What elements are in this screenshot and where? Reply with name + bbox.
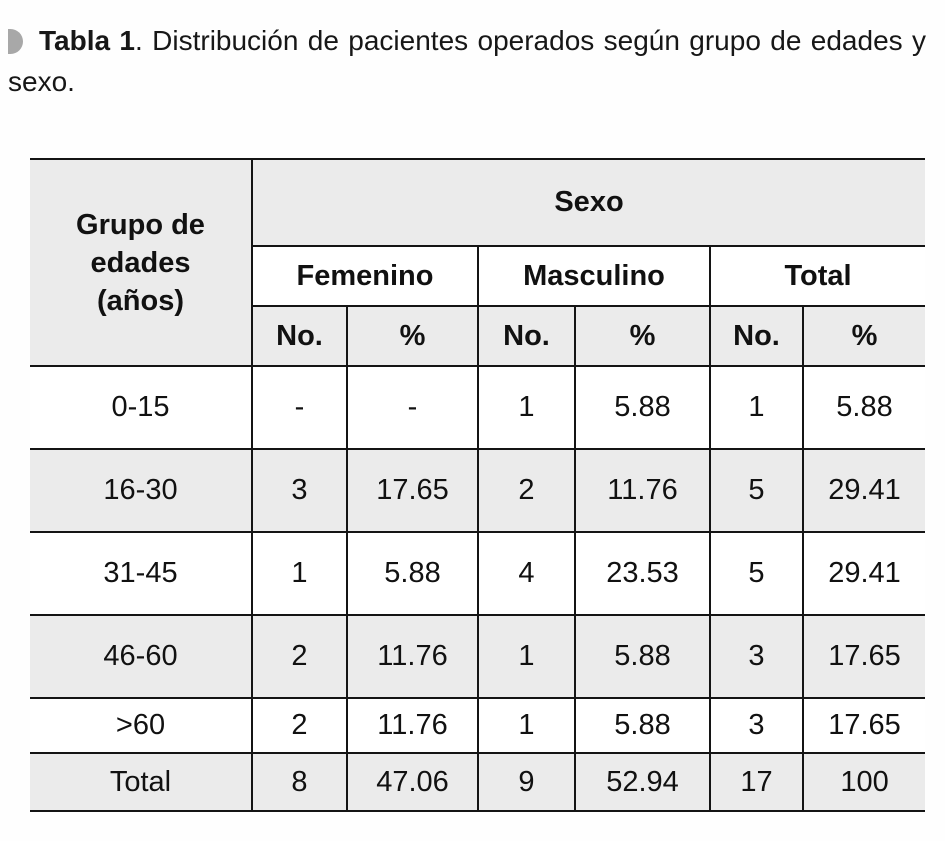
cell-total-no: 1 bbox=[709, 365, 804, 450]
cell-total-pct: 17.65 bbox=[801, 697, 926, 754]
table-row-gt60: >60 2 11.76 1 5.88 3 17.65 bbox=[30, 697, 926, 754]
cell-masc-no: 1 bbox=[477, 697, 576, 754]
cell-masc-no: 1 bbox=[477, 614, 576, 699]
cell-fem-no: 2 bbox=[251, 614, 348, 699]
cell-fem-pct: 5.88 bbox=[346, 531, 479, 616]
table-row-16-30: 16-30 3 17.65 2 11.76 5 29.41 bbox=[30, 448, 926, 533]
header-total: Total bbox=[708, 245, 926, 307]
cell-total-no: 5 bbox=[709, 448, 804, 533]
cell-total-pct: 29.41 bbox=[801, 531, 926, 616]
cell-total-pct: 100 bbox=[801, 752, 926, 812]
cell-total-no: 3 bbox=[709, 697, 804, 754]
cell-fem-pct: - bbox=[346, 365, 479, 450]
cell-fem-pct: 47.06 bbox=[346, 752, 479, 812]
row-label: >60 bbox=[30, 697, 253, 754]
header-masculino-pct: % bbox=[574, 305, 711, 367]
caption-label: Tabla 1 bbox=[39, 25, 135, 56]
cell-masc-no: 4 bbox=[477, 531, 576, 616]
cell-fem-no: 3 bbox=[251, 448, 348, 533]
row-label: 0-15 bbox=[30, 365, 253, 450]
cell-masc-no: 9 bbox=[477, 752, 576, 812]
header-femenino: Femenino bbox=[252, 245, 479, 307]
cell-masc-pct: 52.94 bbox=[574, 752, 711, 812]
cell-total-pct: 5.88 bbox=[801, 365, 926, 450]
cell-total-pct: 17.65 bbox=[801, 614, 926, 699]
header-masculino-no: No. bbox=[477, 305, 576, 367]
cell-fem-no: 2 bbox=[251, 697, 348, 754]
caption-bullet-icon bbox=[8, 29, 23, 54]
cell-total-no: 5 bbox=[709, 531, 804, 616]
table-row-46-60: 46-60 2 11.76 1 5.88 3 17.65 bbox=[30, 614, 926, 699]
row-label: 31-45 bbox=[30, 531, 253, 616]
cell-masc-pct: 5.88 bbox=[574, 614, 711, 699]
cell-total-pct: 29.41 bbox=[801, 448, 926, 533]
table-row-31-45: 31-45 1 5.88 4 23.53 5 29.41 bbox=[30, 531, 926, 616]
header-age-group: Grupo de edades (años) bbox=[30, 158, 253, 367]
cell-fem-pct: 11.76 bbox=[346, 614, 479, 699]
header-row-sexo: Grupo de edades (años) Sexo bbox=[30, 158, 926, 367]
table-row-0-15: 0-15 - - 1 5.88 1 5.88 bbox=[30, 365, 926, 450]
cell-masc-pct: 5.88 bbox=[574, 365, 711, 450]
cell-masc-pct: 5.88 bbox=[574, 697, 711, 754]
row-label: Total bbox=[30, 752, 253, 812]
header-femenino-pct: % bbox=[346, 305, 479, 367]
table-caption: Tabla 1. Distribución de pacientes opera… bbox=[8, 20, 926, 102]
patients-by-age-sex-table: Grupo de edades (años) Sexo Femenino Mas… bbox=[30, 158, 926, 812]
header-sexo: Sexo bbox=[250, 158, 926, 247]
header-total-pct: % bbox=[801, 305, 926, 367]
cell-masc-no: 2 bbox=[477, 448, 576, 533]
table-row-total: Total 8 47.06 9 52.94 17 100 bbox=[30, 752, 926, 812]
cell-fem-pct: 11.76 bbox=[346, 697, 479, 754]
cell-fem-no: 1 bbox=[251, 531, 348, 616]
cell-fem-pct: 17.65 bbox=[346, 448, 479, 533]
row-label: 16-30 bbox=[30, 448, 253, 533]
row-label: 46-60 bbox=[30, 614, 253, 699]
cell-masc-no: 1 bbox=[477, 365, 576, 450]
cell-total-no: 17 bbox=[709, 752, 804, 812]
header-total-no: No. bbox=[709, 305, 804, 367]
header-row-subheaders: No. % No. % No. % bbox=[30, 305, 926, 367]
cell-total-no: 3 bbox=[709, 614, 804, 699]
cell-masc-pct: 23.53 bbox=[574, 531, 711, 616]
caption-text: . Distribución de pacientes operados seg… bbox=[8, 25, 926, 97]
header-masculino: Masculino bbox=[477, 245, 711, 307]
cell-fem-no: - bbox=[251, 365, 348, 450]
header-row-sex-names: Femenino Masculino Total bbox=[30, 245, 926, 307]
cell-masc-pct: 11.76 bbox=[574, 448, 711, 533]
header-femenino-no: No. bbox=[252, 305, 348, 367]
cell-fem-no: 8 bbox=[251, 752, 348, 812]
